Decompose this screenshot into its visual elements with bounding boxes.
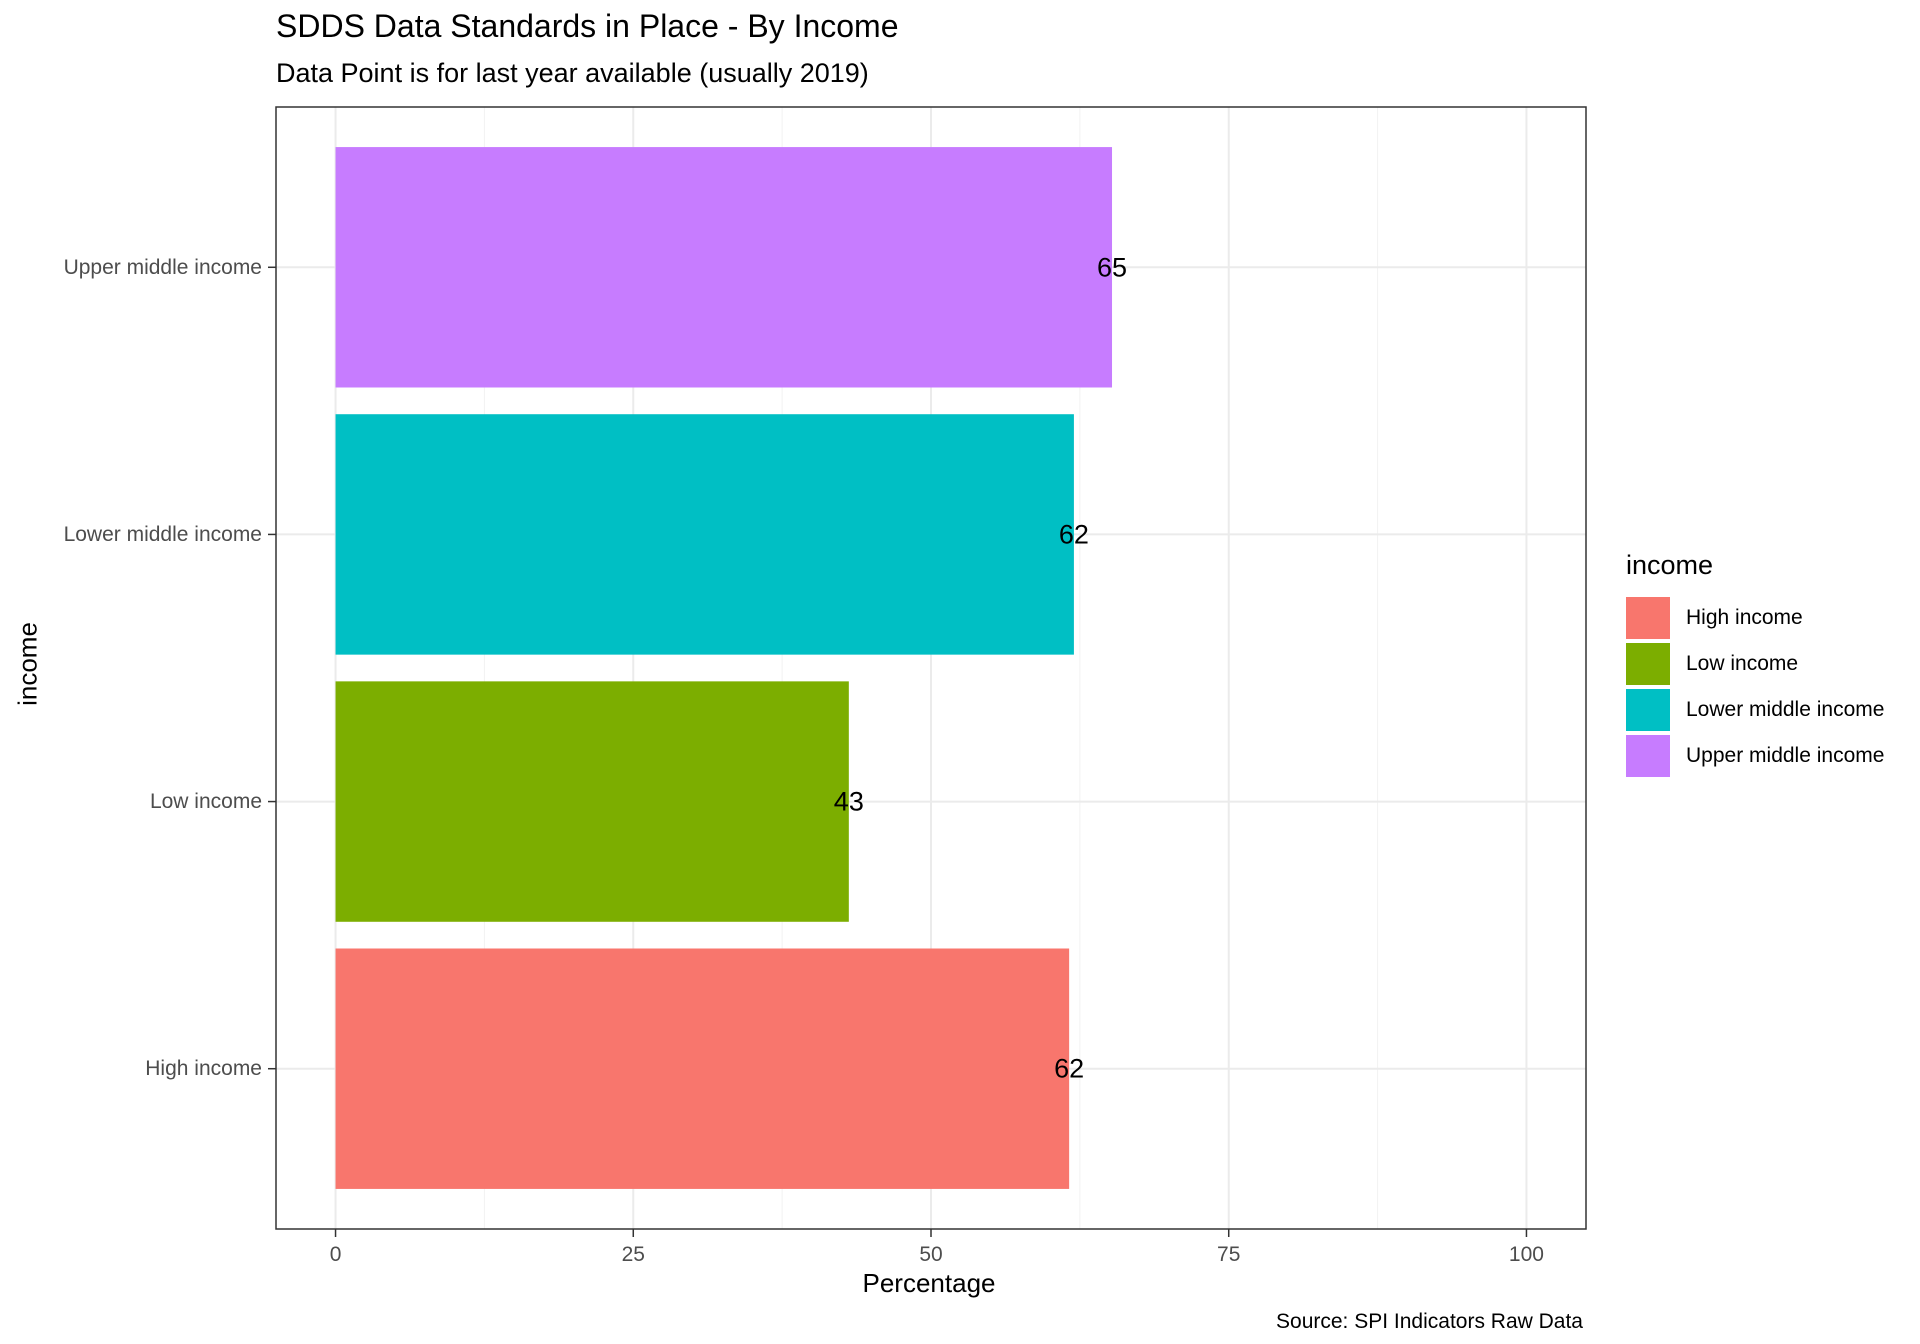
legend-item-lower-middle-income: Lower middle income	[1626, 687, 1884, 733]
data-label: 43	[834, 787, 864, 817]
source-caption: Source: SPI Indicators Raw Data	[1276, 1310, 1583, 1333]
x-tick-label: 50	[919, 1243, 942, 1266]
legend-item-upper-middle-income: Upper middle income	[1626, 733, 1884, 779]
x-tick-label: 75	[1217, 1243, 1240, 1266]
legend-swatch	[1626, 597, 1670, 639]
y-axis-label: income	[12, 622, 43, 706]
data-label: 65	[1097, 252, 1127, 282]
legend-swatch	[1626, 689, 1670, 731]
legend: income High income Low income Lower midd…	[1626, 550, 1884, 779]
legend-swatch	[1626, 735, 1670, 777]
x-axis-label: Percentage	[862, 1268, 996, 1298]
bar	[335, 681, 849, 922]
legend-label: High income	[1686, 606, 1803, 629]
legend-item-low-income: Low income	[1626, 641, 1884, 687]
x-tick-label: 0	[330, 1243, 342, 1266]
chart-subtitle: Data Point is for last year available (u…	[276, 58, 869, 88]
y-tick-label: Upper middle income	[64, 256, 262, 279]
legend-label: Lower middle income	[1686, 698, 1885, 721]
legend-title: income	[1626, 550, 1714, 580]
bar	[335, 948, 1070, 1189]
legend-swatch	[1626, 643, 1670, 685]
x-tick-label: 100	[1509, 1243, 1544, 1266]
legend-label: Upper middle income	[1686, 744, 1885, 767]
chart-title: SDDS Data Standards in Place - By Income	[276, 8, 899, 44]
y-tick-label: Lower middle income	[64, 523, 262, 546]
y-tick-label: High income	[145, 1057, 262, 1080]
y-tick-label: Low income	[150, 790, 262, 813]
data-label: 62	[1059, 519, 1089, 549]
data-label: 62	[1054, 1054, 1084, 1084]
legend-item-high-income: High income	[1626, 595, 1884, 641]
bar	[335, 147, 1113, 388]
bar	[335, 414, 1074, 655]
x-tick-label: 25	[622, 1243, 645, 1266]
legend-label: Low income	[1686, 652, 1799, 675]
